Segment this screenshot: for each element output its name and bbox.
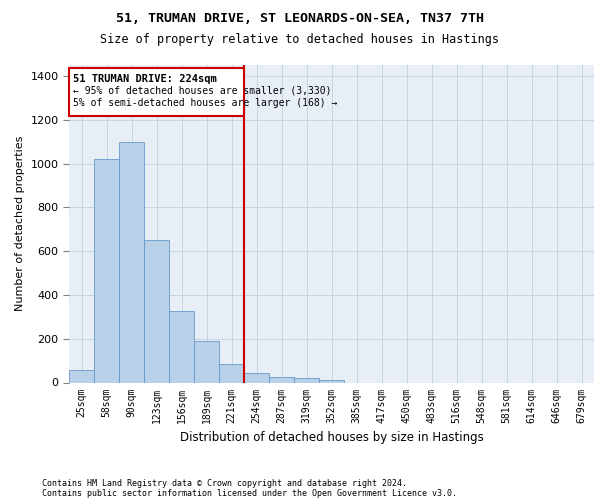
Text: 51, TRUMAN DRIVE, ST LEONARDS-ON-SEA, TN37 7TH: 51, TRUMAN DRIVE, ST LEONARDS-ON-SEA, TN… [116, 12, 484, 26]
Bar [194, 341, 219, 382]
Bar [144, 240, 169, 382]
Bar [169, 312, 194, 382]
Bar [219, 364, 244, 382]
Bar [319, 380, 344, 382]
X-axis label: Distribution of detached houses by size in Hastings: Distribution of detached houses by size … [179, 431, 484, 444]
Bar [94, 159, 119, 382]
Bar [69, 370, 94, 382]
Text: Size of property relative to detached houses in Hastings: Size of property relative to detached ho… [101, 32, 499, 46]
Text: Contains HM Land Registry data © Crown copyright and database right 2024.: Contains HM Land Registry data © Crown c… [42, 478, 407, 488]
Bar [269, 377, 294, 382]
Text: 51 TRUMAN DRIVE: 224sqm: 51 TRUMAN DRIVE: 224sqm [73, 74, 217, 84]
Text: 5% of semi-detached houses are larger (168) →: 5% of semi-detached houses are larger (1… [73, 98, 337, 108]
Text: Contains public sector information licensed under the Open Government Licence v3: Contains public sector information licen… [42, 488, 457, 498]
Text: ← 95% of detached houses are smaller (3,330): ← 95% of detached houses are smaller (3,… [73, 86, 331, 96]
Bar [294, 378, 319, 382]
Bar [69, 68, 244, 116]
Y-axis label: Number of detached properties: Number of detached properties [15, 136, 25, 312]
Bar [119, 142, 144, 382]
Bar [244, 374, 269, 382]
